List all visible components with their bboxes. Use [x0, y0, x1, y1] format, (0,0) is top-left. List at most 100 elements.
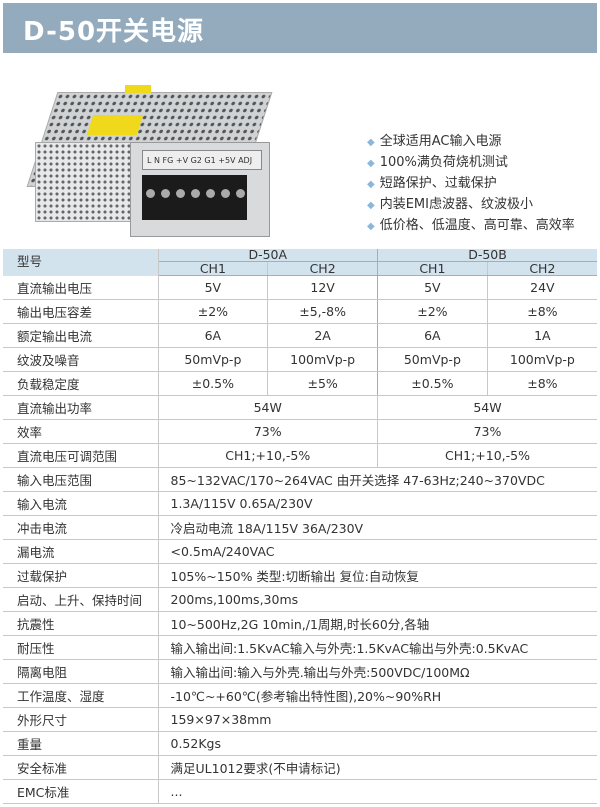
feature-text: 短路保护、过载保护 [379, 176, 497, 191]
terminal-labels: L N FG +V G2 G1 +5V ADJ [142, 150, 262, 170]
spec-value: 1A [487, 323, 597, 348]
spec-row: 输入电流 1.3A/115V 0.65A/230V [3, 491, 597, 516]
spec-value: 73% [158, 419, 378, 444]
spec-label: 输入电流 [3, 491, 159, 516]
spec-label: 直流输出电压 [3, 275, 159, 300]
spec-value: ±5,-8% [267, 299, 378, 324]
terminal-block [142, 175, 247, 220]
spec-label: 直流电压可调范围 [3, 443, 159, 468]
spec-row: EMC标准... [3, 779, 597, 804]
channel-header-row: CH1 CH2 CH1 CH2 [3, 261, 597, 276]
diamond-bullet-icon: ◆ [367, 221, 375, 232]
spec-row: 输入电压范围 85~132VAC/170~264VAC 由开关选择 47-63Hz… [3, 467, 597, 492]
feature-list: ◆ 全球适用AC输入电源 ◆ 100%满负荷烧机测试 ◆ 短路保护、过载保护 ◆ 内装EMI虑… [367, 131, 575, 236]
diamond-bullet-icon: ◆ [367, 137, 375, 148]
feature-item: ◆ 内装EMI虑波器、纹波极小 [367, 194, 575, 215]
spec-label: 启动、上升、保持时间 [3, 587, 159, 612]
spec-label: 外形尺寸 [3, 707, 159, 732]
model-header: D-50B [377, 248, 597, 262]
page-title: D-50开关电源 [23, 17, 205, 47]
spec-value: ±2% [377, 299, 488, 324]
spec-value: 5V [158, 275, 269, 300]
spec-row: 输出电压容差 ±2% ±5,-8% ±2% ±8% [3, 299, 597, 324]
feature-item: ◆ 短路保护、过载保护 [367, 173, 575, 194]
spec-value: ±8% [487, 299, 597, 324]
spec-label: 效率 [3, 419, 159, 444]
spec-row: 外形尺寸 159×97×38mm [3, 707, 597, 732]
spec-label: 冲击电流 [3, 515, 159, 540]
spec-row: 工作温度、湿度 -10℃~+60℃(参考输出特性图),20%~90%RH [3, 683, 597, 708]
spec-label: EMC标准 [3, 779, 159, 804]
channel-header: CH1 [158, 261, 269, 276]
spec-row: 安全标准 满足UL1012要求(不申请标记) [3, 755, 597, 780]
spec-row: 耐压性 输入输出间:1.5KvAC输入与外壳:1.5KvAC输出与外壳:0.5Kv… [3, 635, 597, 660]
spec-value: ±2% [158, 299, 269, 324]
spec-label: 纹波及噪音 [3, 347, 159, 372]
feature-text: 全球适用AC输入电源 [379, 134, 502, 149]
spec-row: 抗震性 10~500Hz,2G 10min,/1周期,时长60分,各轴 [3, 611, 597, 636]
channel-header: CH2 [267, 261, 378, 276]
side-panel [35, 142, 135, 222]
header-row: 型号 D-50A D-50B [3, 248, 597, 276]
spec-label: 输入电压范围 [3, 467, 159, 492]
spec-value: 冷启动电流 18A/115V 36A/230V [158, 515, 597, 540]
spec-row: 直流输出功率 54W 54W [3, 395, 597, 420]
spec-value: ±0.5% [158, 371, 269, 396]
spec-row: 效率 73% 73% [3, 419, 597, 444]
spec-row: 启动、上升、保持时间 200ms,100ms,30ms [3, 587, 597, 612]
spec-value: 24V [487, 275, 597, 300]
spec-value: 54W [377, 395, 597, 420]
spec-value: 85~132VAC/170~264VAC 由开关选择 47-63Hz;240~3… [158, 467, 597, 492]
spec-value: ±8% [487, 371, 597, 396]
spec-value: 100mVp-p [487, 347, 597, 372]
spec-value: 2A [267, 323, 378, 348]
spec-row: 纹波及噪音 50mVp-p 100mVp-p 50mVp-p 100mVp-p [3, 347, 597, 372]
spec-row: 重量 0.52Kgs [3, 731, 597, 756]
spec-value: 50mVp-p [158, 347, 269, 372]
spec-value: 5V [377, 275, 488, 300]
model-label: 型号 [3, 249, 159, 276]
channel-header: CH1 [377, 261, 488, 276]
spec-label: 输出电压容差 [3, 299, 159, 324]
spec-value: ... [158, 779, 597, 804]
spec-row: 直流电压可调范围 CH1;+10,-5% CH1;+10,-5% [3, 443, 597, 468]
feature-text: 100%满负荷烧机测试 [379, 155, 508, 170]
warning-sticker [86, 115, 144, 135]
spec-value: <0.5mA/240VAC [158, 539, 597, 564]
title-bar: D-50开关电源 [3, 3, 597, 53]
feature-item: ◆ 低价格、低温度、高可靠、高效率 [367, 215, 575, 236]
feature-text: 内装EMI虑波器、纹波极小 [379, 197, 533, 212]
spec-value: 200ms,100ms,30ms [158, 587, 597, 612]
spec-label: 过载保护 [3, 563, 159, 588]
spec-label: 工作温度、湿度 [3, 683, 159, 708]
spec-value: 10~500Hz,2G 10min,/1周期,时长60分,各轴 [158, 611, 597, 636]
spec-value: 输入输出间:输入与外壳.输出与外壳:500VDC/100MΩ [158, 659, 597, 684]
spec-value: 6A [158, 323, 269, 348]
spec-table: 型号 D-50A D-50B CH1 CH2 CH1 CH2 直流输出电压 5V 1… [3, 248, 597, 804]
spec-row: 直流输出电压 5V 12V 5V 24V [3, 275, 597, 300]
spec-value: CH1;+10,-5% [377, 443, 597, 468]
diamond-bullet-icon: ◆ [367, 158, 375, 169]
spec-value: 54W [158, 395, 378, 420]
spec-value: 满足UL1012要求(不申请标记) [158, 755, 597, 780]
spec-value: 12V [267, 275, 378, 300]
feature-text: 低价格、低温度、高可靠、高效率 [379, 218, 575, 233]
spec-label: 抗震性 [3, 611, 159, 636]
spec-row: 负载稳定度 ±0.5% ±5% ±0.5% ±8% [3, 371, 597, 396]
spec-row: 额定输出电流 6A 2A 6A 1A [3, 323, 597, 348]
spec-value: ±5% [267, 371, 378, 396]
diamond-bullet-icon: ◆ [367, 179, 375, 190]
diamond-bullet-icon: ◆ [367, 200, 375, 211]
spec-label: 耐压性 [3, 635, 159, 660]
feature-item: ◆ 100%满负荷烧机测试 [367, 152, 575, 173]
model-header: D-50A [158, 248, 378, 262]
spec-label: 漏电流 [3, 539, 159, 564]
spec-value: 输入输出间:1.5KvAC输入与外壳:1.5KvAC输出与外壳:0.5KvAC [158, 635, 597, 660]
spec-value: CH1;+10,-5% [158, 443, 378, 468]
spec-value: 6A [377, 323, 488, 348]
spec-value: 50mVp-p [377, 347, 488, 372]
warning-sticker [125, 85, 151, 93]
spec-label: 直流输出功率 [3, 395, 159, 420]
spec-label: 安全标准 [3, 755, 159, 780]
spec-label: 隔离电阻 [3, 659, 159, 684]
